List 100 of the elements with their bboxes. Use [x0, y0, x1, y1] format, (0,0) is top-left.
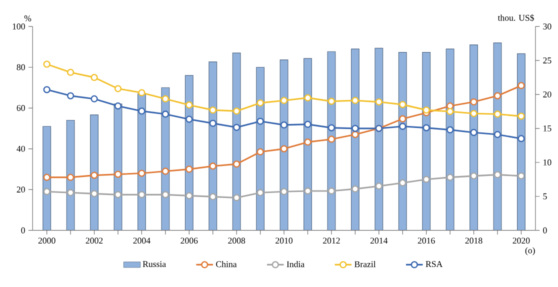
point	[209, 120, 216, 127]
point	[446, 174, 454, 181]
x-tick-label: 2020	[512, 238, 530, 244]
point	[352, 124, 359, 132]
point	[66, 188, 74, 196]
y-tick-label: 80	[16, 64, 25, 70]
y2-tick-label: 25	[543, 57, 552, 64]
point	[352, 185, 359, 192]
point	[328, 98, 336, 105]
point	[470, 110, 478, 118]
bar	[90, 114, 98, 230]
point	[446, 108, 454, 115]
legend-label: Russia	[142, 261, 166, 267]
point	[352, 96, 359, 104]
y-tick-label: 60	[16, 104, 25, 111]
point	[162, 191, 170, 198]
x-tick-label: 2008	[228, 238, 246, 244]
point	[66, 92, 74, 100]
y2-tick-label: 5	[543, 193, 547, 200]
y-tick-label: 40	[16, 146, 25, 152]
point	[90, 95, 98, 102]
point	[280, 188, 288, 196]
point	[280, 145, 288, 152]
point	[518, 134, 525, 142]
point	[328, 136, 336, 143]
point	[280, 121, 288, 128]
point	[114, 170, 122, 178]
legend-label: Brazil	[354, 260, 376, 268]
point	[186, 116, 193, 123]
point	[304, 138, 312, 146]
point	[494, 92, 502, 100]
y2-tick-label: 15	[544, 125, 552, 132]
point	[518, 112, 525, 120]
bar	[374, 48, 384, 230]
point	[518, 172, 525, 180]
legend-label: India	[286, 260, 304, 268]
point	[256, 118, 264, 125]
point	[43, 60, 50, 68]
y2-axis-title: thou. US$	[498, 14, 534, 22]
point	[66, 174, 74, 181]
x-tick-label: 2002	[86, 238, 103, 244]
point	[43, 174, 50, 181]
point	[209, 106, 216, 114]
bar	[422, 52, 431, 230]
x-tick-label: 2012	[323, 238, 340, 244]
point	[256, 99, 264, 106]
x-tick-label: 2006	[180, 238, 198, 244]
point	[233, 107, 240, 115]
point	[494, 130, 502, 138]
point	[399, 122, 406, 130]
point	[328, 187, 336, 194]
bar	[42, 126, 52, 230]
y-tick-label: 100	[12, 23, 25, 30]
x-tick-label: 2010	[276, 238, 293, 244]
point	[304, 94, 312, 102]
point	[162, 168, 170, 175]
point	[209, 162, 216, 170]
point	[90, 190, 98, 198]
point	[280, 96, 288, 104]
point	[399, 115, 406, 122]
point	[138, 107, 146, 115]
point	[186, 166, 193, 173]
x-tick-label: 2014	[370, 238, 388, 244]
point	[66, 68, 74, 76]
point	[186, 192, 193, 200]
point	[399, 100, 406, 108]
point	[470, 98, 478, 106]
legend-label: RSA	[426, 261, 443, 267]
point	[233, 160, 240, 168]
point	[43, 86, 50, 94]
point	[138, 191, 146, 198]
y2-tick-label: 20	[543, 91, 552, 98]
point	[375, 98, 382, 106]
bar	[493, 42, 502, 230]
point	[518, 82, 525, 90]
point	[494, 171, 502, 178]
x-tick-label: 2000	[38, 238, 56, 244]
point	[446, 126, 454, 134]
point	[470, 172, 478, 180]
point	[494, 110, 502, 118]
point	[256, 188, 264, 196]
point	[233, 194, 240, 202]
point	[114, 191, 122, 198]
point	[186, 101, 193, 108]
point	[138, 170, 146, 177]
bar	[66, 120, 75, 230]
point	[399, 179, 406, 186]
point	[209, 193, 216, 200]
point	[422, 176, 430, 183]
point	[114, 102, 122, 110]
legend-label: China	[216, 260, 237, 268]
point	[114, 84, 122, 92]
point	[422, 106, 430, 114]
y-axis-title: %	[24, 15, 32, 22]
x-tick-label: 2004	[133, 238, 150, 244]
point	[90, 74, 98, 81]
x-tick-label: 2016	[418, 238, 435, 244]
y-tick-label: 20	[16, 186, 25, 192]
point	[422, 124, 430, 132]
point	[162, 95, 170, 102]
